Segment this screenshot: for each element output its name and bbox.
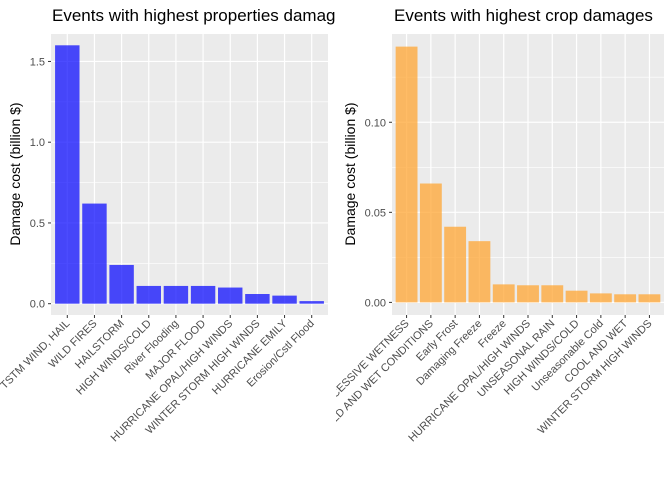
bar: [190, 285, 216, 304]
bar: [589, 293, 612, 303]
bar: [541, 285, 564, 303]
chart-title: Events with highest crop damages: [394, 6, 653, 25]
bar: [614, 294, 637, 303]
bar: [272, 295, 297, 304]
bar: [444, 226, 467, 303]
bar: [468, 241, 491, 303]
y-tick-label: 0.00: [365, 297, 386, 309]
properties-damage-chart: Events with highest properties damages D…: [0, 6, 353, 444]
crop-damage-chart: Events with highest crop damages Damage …: [336, 6, 664, 444]
y-tick-label: 1.0: [30, 137, 45, 149]
bar: [565, 290, 588, 303]
bar: [245, 294, 270, 304]
bar: [163, 285, 189, 304]
y-axis-label: Damage cost (billion $): [342, 102, 358, 245]
bar: [419, 183, 442, 303]
bar: [492, 284, 515, 303]
y-tick-label: 0.10: [365, 117, 386, 129]
y-axis-label: Damage cost (billion $): [7, 102, 23, 245]
bar: [395, 46, 418, 303]
y-tick-label: 0.0: [30, 299, 45, 311]
chart-title: Events with highest properties damages: [52, 6, 353, 25]
bar: [55, 45, 80, 304]
bar: [517, 285, 539, 303]
bar: [82, 203, 107, 304]
bar: [218, 287, 243, 304]
y-tick-label: 1.5: [30, 56, 45, 68]
bar: [638, 294, 661, 303]
y-tick-label: 0.5: [30, 218, 45, 230]
bar: [136, 285, 161, 304]
y-tick-label: 0.05: [365, 207, 386, 219]
bar: [299, 301, 324, 304]
bar: [109, 264, 134, 304]
